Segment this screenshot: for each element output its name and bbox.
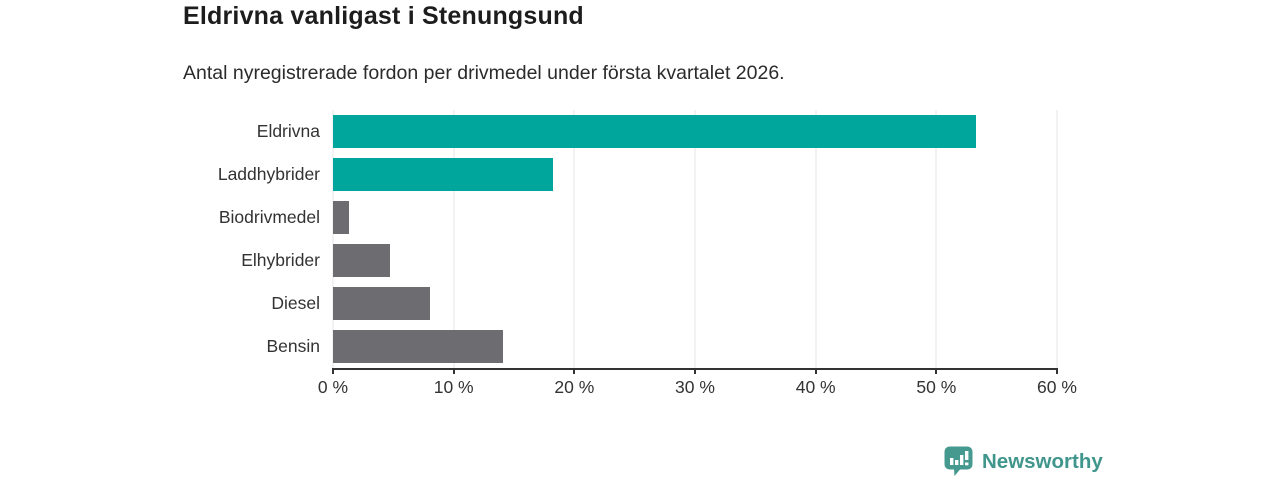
gridline	[935, 110, 937, 368]
bar-row: Laddhybrider	[218, 153, 1057, 196]
category-label: Elhybrider	[241, 250, 320, 270]
x-axis-tick-label: 30 %	[675, 377, 715, 397]
bar	[333, 244, 390, 277]
x-axis-tick-label: 60 %	[1037, 377, 1077, 397]
newsworthy-logo[interactable]: Newsworthy	[944, 446, 1103, 477]
bar-row: Eldrivna	[257, 110, 1057, 153]
bar-chart-plot-area: 0 % 10 % 20 % 30 % 40 % 50 % 60 % Eldrivna Laddh…	[218, 110, 1077, 397]
bar-row: Diesel	[271, 282, 1057, 325]
x-axis-tick	[935, 368, 938, 374]
category-label: Biodrivmedel	[218, 207, 320, 227]
x-axis-tick	[1056, 368, 1058, 374]
gridline	[332, 110, 334, 368]
bar-row: Elhybrider	[241, 239, 1057, 282]
gridline	[453, 110, 455, 368]
x-axis-tick	[573, 368, 576, 374]
x-axis-tick	[452, 368, 455, 374]
bar-row: Bensin	[266, 325, 1057, 368]
category-label: Eldrivna	[256, 121, 320, 141]
gridline	[694, 110, 696, 368]
bar	[333, 158, 553, 191]
gridline	[1056, 110, 1058, 368]
bar-row: Biodrivmedel	[219, 196, 1057, 239]
category-label: Bensin	[266, 336, 320, 356]
bar-chart-speech-bubble-icon	[944, 446, 973, 477]
page-subtitle: Antal nyregistrerade fordon per drivmede…	[183, 62, 785, 84]
page-title: Eldrivna vanligast i Stenungsund	[183, 2, 584, 30]
x-axis-tick-label: 10 %	[433, 377, 474, 397]
x-axis-tick	[332, 368, 334, 374]
category-label: Laddhybrider	[217, 164, 320, 184]
bar	[333, 115, 977, 148]
bar	[333, 201, 349, 234]
bar	[333, 287, 430, 320]
bar	[333, 330, 504, 363]
x-axis-tick-label: 50 %	[916, 377, 957, 397]
x-axis-tick-label: 40 %	[795, 377, 836, 397]
category-label: Diesel	[271, 293, 320, 313]
x-axis-tick	[814, 368, 817, 374]
x-axis-tick-label: 20 %	[554, 377, 595, 397]
gridline	[815, 110, 817, 368]
x-axis-tick-label: 0 %	[317, 377, 349, 397]
brand-name: Newsworthy	[982, 449, 1103, 473]
x-axis-tick	[694, 368, 696, 374]
gridline	[573, 110, 575, 368]
